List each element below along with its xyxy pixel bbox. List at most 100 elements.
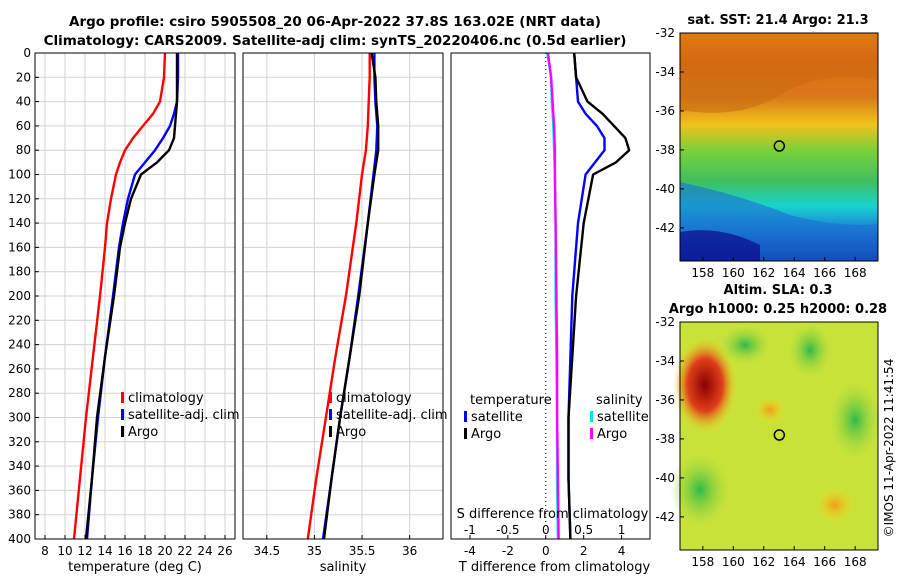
sla-high-anomaly [673, 337, 737, 433]
legend-label: climatology [128, 391, 204, 406]
watermark: ©IMOS 11-Apr-2022 11:41:54 [882, 359, 896, 538]
map-x-tick-label: 158 [691, 266, 714, 280]
map-y-tick-label: -32 [655, 26, 675, 40]
sla-map-frame [679, 321, 879, 551]
legend-label: satellite-adj. clim [128, 408, 240, 423]
x-tick-label-top: -0.5 [496, 523, 519, 537]
legend-swatch [464, 428, 467, 439]
map-y-tick-label: -40 [655, 471, 675, 485]
legend-swatch [121, 426, 124, 437]
map-x-tick-label: 158 [691, 555, 714, 569]
x-tick-label: 18 [137, 544, 152, 558]
sst-warm-region [680, 33, 878, 113]
legend-label: Argo [336, 425, 366, 440]
x-tick-label: 20 [157, 544, 172, 558]
y-tick-label: 40 [16, 95, 31, 109]
map-y-tick-label: -36 [655, 104, 675, 118]
x-tick-label: 8 [41, 544, 49, 558]
sst-cold-region [680, 230, 760, 261]
map-x-tick-label: 162 [752, 266, 775, 280]
y-tick-label: 260 [8, 362, 31, 376]
series-group [72, 53, 180, 539]
map-y-tick-label: -38 [655, 143, 675, 157]
y-tick-label: 300 [8, 411, 31, 425]
sla-map-subtitle: Argo h1000: 0.25 h2000: 0.28 [669, 302, 887, 317]
sla-low-anomaly [670, 452, 730, 528]
y-tick-label: 160 [8, 240, 31, 254]
map-x-tick-label: 160 [722, 266, 745, 280]
x-tick-label: 0 [542, 544, 550, 558]
x-tick-label: -2 [502, 544, 514, 558]
legend-label: Argo [128, 425, 158, 440]
legend-swatch [464, 411, 467, 422]
legend-swatch [329, 426, 332, 437]
series-line-t-argo [567, 53, 631, 539]
legend-label: climatology [336, 391, 412, 406]
axes-frame [242, 52, 444, 540]
y-tick-label: 360 [8, 483, 31, 497]
y-tick-label: 380 [8, 508, 31, 522]
y-tick-label: 0 [23, 46, 31, 60]
x-tick-label: 34.5 [253, 544, 280, 558]
map-y-tick-label: -34 [655, 354, 675, 368]
x-tick-label: 14 [97, 544, 112, 558]
map-y-tick-label: -42 [655, 510, 675, 524]
series-group [306, 53, 380, 539]
map-y-tick-label: -40 [655, 182, 675, 196]
y-tick-label: 340 [8, 459, 31, 473]
sla-low-anomaly [829, 380, 881, 460]
sla-map-panel: Altim. SLA: 0.3 Argo h1000: 0.25 h2000: … [655, 283, 887, 569]
y-tick-label: 60 [16, 119, 31, 133]
sst-map-title: sat. SST: 21.4 Argo: 21.3 [687, 13, 868, 28]
map-x-tick-label: 168 [844, 266, 867, 280]
legend-label: Argo [597, 427, 627, 442]
y-tick-label: 100 [8, 168, 31, 182]
x-tick-label: 12 [77, 544, 92, 558]
x-axis-label: temperature (deg C) [68, 560, 202, 575]
series-line-climatology [72, 53, 167, 539]
title-line-2: Climatology: CARS2009. Satellite-adj cli… [44, 33, 627, 49]
x-tick-label: 26 [217, 544, 232, 558]
y-tick-label: 180 [8, 265, 31, 279]
y-tick-label: 80 [16, 143, 31, 157]
y-tick-label: 20 [16, 70, 31, 84]
title-line-1: Argo profile: csiro 5905508_20 06-Apr-20… [69, 14, 601, 30]
axes-frame [450, 52, 651, 540]
x-tick-label-top: 0 [542, 523, 550, 537]
series-line-climatology [306, 53, 371, 539]
legend-swatch [329, 409, 332, 420]
x-axis-label: T difference from climatology [458, 560, 651, 575]
legend-swatch [590, 411, 593, 422]
series-line-argo [84, 53, 179, 539]
map-y-tick-label: -32 [655, 315, 675, 329]
sla-warm-anomaly [815, 487, 855, 523]
map-x-tick-label: 162 [752, 555, 775, 569]
x-tick-label: 35.5 [349, 544, 376, 558]
x-tick-label-top: 1 [618, 523, 626, 537]
x-tick-label: 35 [307, 544, 322, 558]
map-x-tick-label: 166 [813, 266, 836, 280]
map-y-tick-label: -34 [655, 65, 675, 79]
y-tick-label: 280 [8, 386, 31, 400]
sla-low-anomaly [788, 322, 832, 378]
x-axis-label: salinity [320, 560, 367, 575]
map-y-tick-label: -36 [655, 393, 675, 407]
y-tick-label: 220 [8, 313, 31, 327]
salinity-panel: 34.5 35 35.5 36 salinity climatology satellite… [242, 52, 448, 575]
legend-label: satellite [471, 410, 523, 425]
difference-panel: -4 -2 0 2 4 T difference from climatology S di… [450, 52, 651, 575]
map-x-tick-label: 164 [783, 555, 806, 569]
x-tick-label-top: -1 [464, 523, 476, 537]
y-tick-label: 140 [8, 216, 31, 230]
sst-map-panel: sat. SST: 21.4 Argo: 21.3 158 160 162 164 16… [655, 13, 879, 280]
sla-map-title: Altim. SLA: 0.3 [724, 283, 833, 298]
x-axis-label-top: S difference from climatology [457, 507, 649, 522]
legend-label: satellite [597, 410, 649, 425]
x-tick-label: 10 [57, 544, 72, 558]
x-tick-label-top: 0.5 [574, 523, 593, 537]
x-tick-label: 24 [197, 544, 212, 558]
sla-warm-anomaly [754, 396, 786, 424]
y-tick-label: 120 [8, 192, 31, 206]
series-line-argo [322, 53, 380, 539]
